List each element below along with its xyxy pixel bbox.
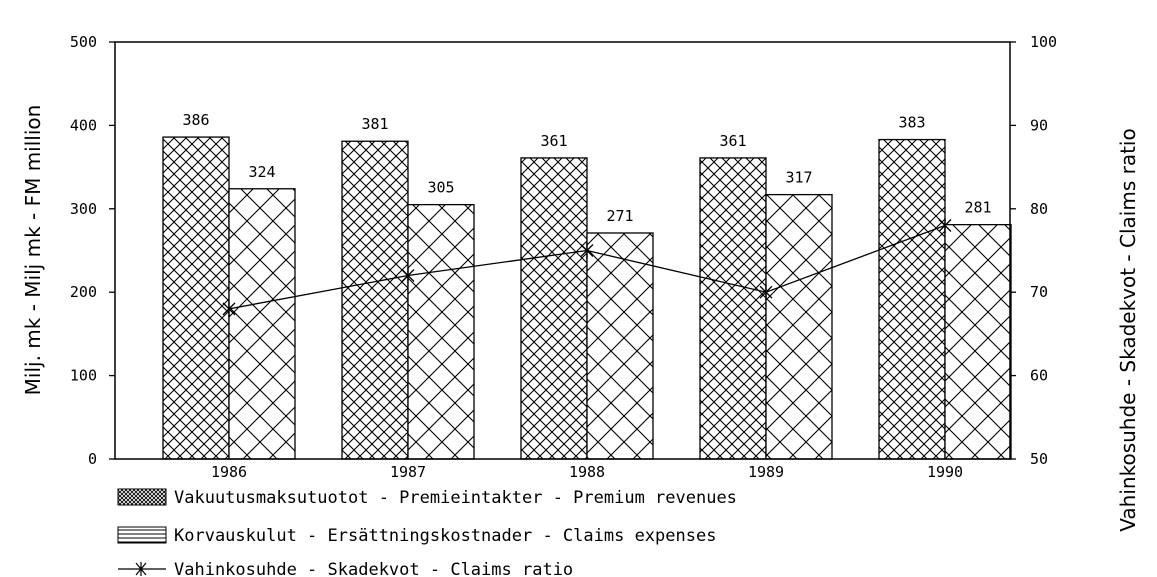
data-label-claims-1990: 281 [964, 199, 991, 217]
y2-tick-label-90: 90 [1030, 116, 1048, 134]
data-label-claims-1989: 317 [785, 169, 812, 187]
y-tick-label-400: 400 [70, 116, 97, 134]
claims-ratio-point-1986 [222, 300, 236, 317]
bars-layer [162, 136, 1012, 460]
y-tick-label-300: 300 [70, 200, 97, 218]
x-tick-label-1989: 1989 [748, 463, 784, 481]
claims-ratio-point-1990 [938, 217, 952, 234]
data-label-claims-1987: 305 [427, 179, 454, 197]
y-tick-marks [109, 41, 115, 460]
claims-ratio-point-1987 [401, 267, 415, 284]
y-axis-title: Milj. mk - Milj mk - FM million [21, 105, 45, 396]
x-tick-labels: 1986 1987 1988 1989 1990 [211, 463, 963, 481]
data-labels-layer: 386 324 381 305 361 271 361 317 383 281 [182, 111, 991, 225]
x-tick-label-1990: 1990 [927, 463, 963, 481]
data-label-claims-1988: 271 [606, 207, 633, 225]
y2-tick-labels: 50 60 70 80 90 100 [1030, 33, 1057, 468]
claims-ratio-point-1988 [580, 242, 594, 259]
x-tick-label-1987: 1987 [390, 463, 426, 481]
y2-axis-title: Vahinkosuhde - Skadekvot - Claims ratio [1116, 128, 1140, 531]
bar-claims-1990 [944, 223, 1012, 460]
y2-tick-label-60: 60 [1030, 367, 1048, 385]
bar-claims-1988 [586, 232, 654, 460]
legend-label-claims: Korvauskulut - Ersättningskostnader - Cl… [174, 526, 716, 546]
claims-ratio-line-layer [222, 217, 952, 317]
y-tick-labels: 0 100 200 300 400 500 [70, 33, 97, 468]
legend-label-premium: Vakuutusmaksutuotot - Premieintakter - P… [174, 488, 737, 508]
x-tick-label-1986: 1986 [211, 463, 247, 481]
data-label-premium-1989: 361 [719, 132, 746, 150]
legend-swatch-ratio-marker [135, 562, 147, 576]
data-label-claims-1986: 324 [248, 163, 275, 181]
y-tick-label-0: 0 [88, 450, 97, 468]
y-tick-label-200: 200 [70, 283, 97, 301]
data-label-premium-1988: 361 [540, 132, 567, 150]
plot-frame [114, 41, 1011, 460]
bar-premium-1987 [341, 140, 409, 460]
bar-claims-1987 [407, 203, 475, 460]
data-label-premium-1987: 381 [361, 115, 388, 133]
data-label-premium-1986: 386 [182, 111, 209, 129]
bar-claims-1986 [228, 188, 296, 460]
y2-tick-label-100: 100 [1030, 33, 1057, 51]
y2-tick-marks [1010, 41, 1016, 460]
bar-premium-1988 [520, 157, 588, 460]
legend-swatch-premium [117, 488, 167, 506]
y2-tick-label-80: 80 [1030, 200, 1048, 218]
x-tick-label-1988: 1988 [569, 463, 605, 481]
y2-tick-label-50: 50 [1030, 450, 1048, 468]
y2-tick-label-70: 70 [1030, 283, 1048, 301]
bar-premium-1990 [878, 138, 946, 460]
legend: Vakuutusmaksutuotot - Premieintakter - P… [117, 488, 737, 577]
claims-ratio-point-1989 [759, 284, 773, 301]
bar-premium-1989 [699, 157, 767, 460]
legend-swatch-claims [117, 526, 167, 544]
legend-label-ratio: Vahinkosuhde - Skadekvot - Claims ratio [174, 560, 573, 577]
y-tick-label-500: 500 [70, 33, 97, 51]
bar-premium-1986 [162, 136, 230, 460]
y-tick-label-100: 100 [70, 367, 97, 385]
data-label-premium-1990: 383 [898, 114, 925, 132]
bar-claims-1989 [765, 193, 833, 460]
